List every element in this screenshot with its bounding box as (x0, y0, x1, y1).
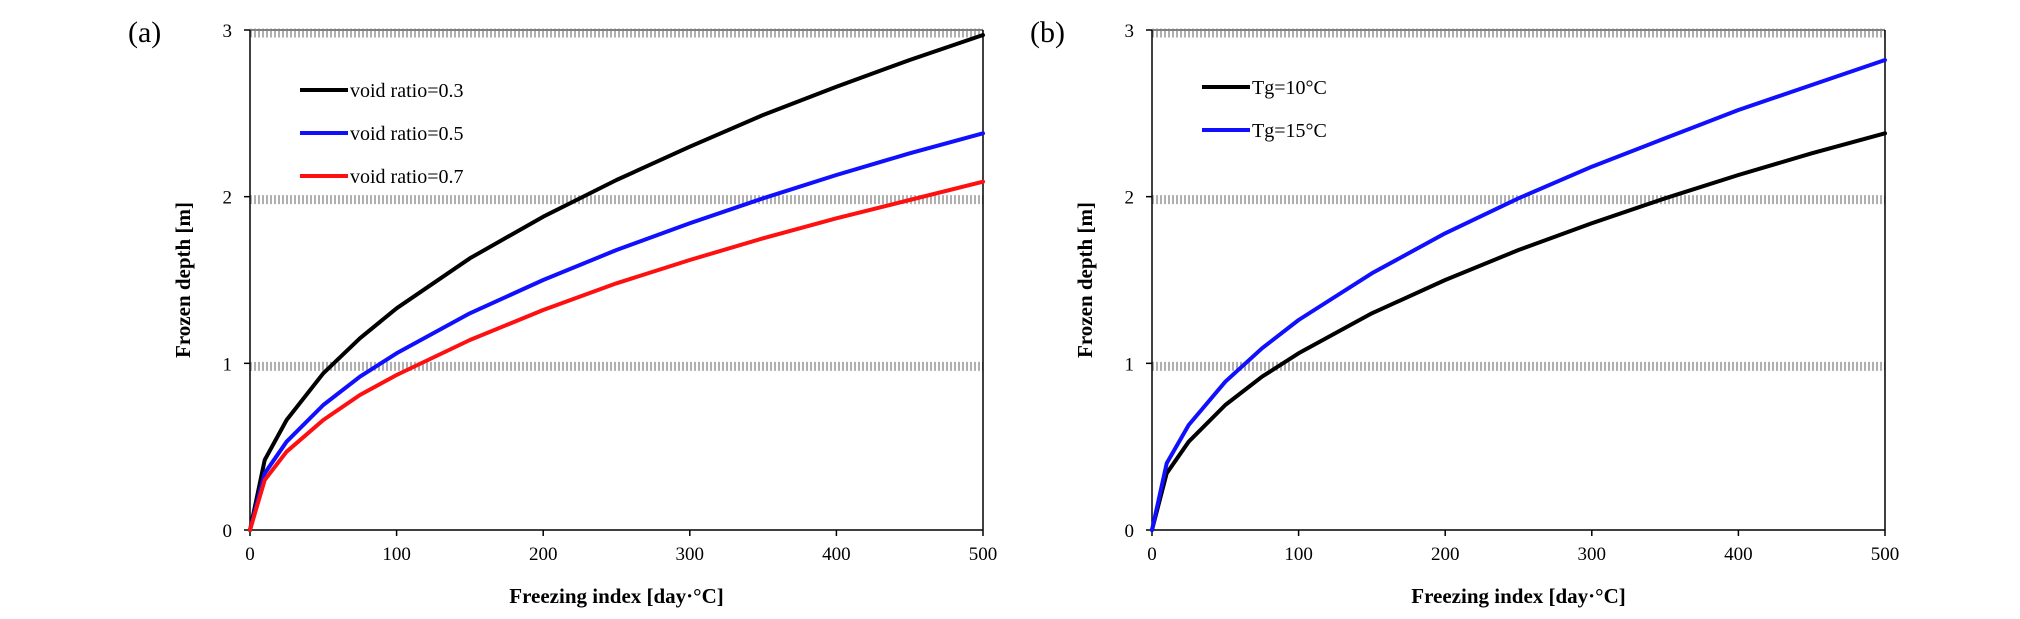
y-tick-label: 1 (223, 354, 233, 375)
x-tick-label: 500 (1871, 544, 1900, 565)
x-tick-label: 500 (969, 544, 998, 565)
y-tick-label: 1 (1125, 354, 1135, 375)
panel-label: (b) (1030, 16, 1065, 49)
x-tick-label: 200 (1431, 544, 1460, 565)
x-tick-label: 400 (822, 544, 851, 565)
y-tick-label: 3 (223, 21, 233, 42)
series-line-1 (248, 33, 985, 532)
chart-panel-b: (b) 0 100 200 300 400 500 0 1 2 3 Freezing index [d… (1030, 16, 1899, 608)
x-axis-title: Freezing index [day·°C] (509, 584, 724, 608)
y-tick-label: 0 (223, 521, 233, 542)
legend-label: void ratio=0.3 (350, 80, 464, 102)
panel-label: (a) (128, 16, 161, 49)
x-tick-label: 400 (1724, 544, 1753, 565)
series-line-1 (1150, 131, 1887, 532)
x-tick-label: 300 (1578, 544, 1607, 565)
x-axis-title: Freezing index [day·°C] (1411, 584, 1626, 608)
y-tick-label: 3 (1125, 21, 1135, 42)
y-tick-label: 2 (1125, 188, 1135, 209)
legend-label: Tg=10°C (1252, 77, 1327, 99)
chart-panel-a: (a) 0 100 200 300 400 500 0 1 2 3 Freezing index [d… (128, 16, 997, 608)
legend-label: void ratio=0.7 (350, 166, 464, 188)
x-tick-label: 0 (245, 544, 255, 565)
x-tick-label: 300 (676, 544, 705, 565)
x-tick-label: 0 (1147, 544, 1157, 565)
legend-label: Tg=15°C (1252, 120, 1327, 142)
y-tick-label: 0 (1125, 521, 1135, 542)
series-line-2 (248, 131, 985, 532)
x-tick-label: 100 (1284, 544, 1313, 565)
y-axis-title: Frozen depth [m] (171, 202, 195, 358)
series-line-2 (1150, 58, 1887, 532)
x-tick-label: 100 (382, 544, 411, 565)
y-axis-title: Frozen depth [m] (1073, 202, 1097, 358)
series-line-3 (248, 179, 985, 532)
y-tick-label: 2 (223, 188, 233, 209)
x-tick-label: 200 (529, 544, 558, 565)
legend-label: void ratio=0.5 (350, 123, 464, 145)
